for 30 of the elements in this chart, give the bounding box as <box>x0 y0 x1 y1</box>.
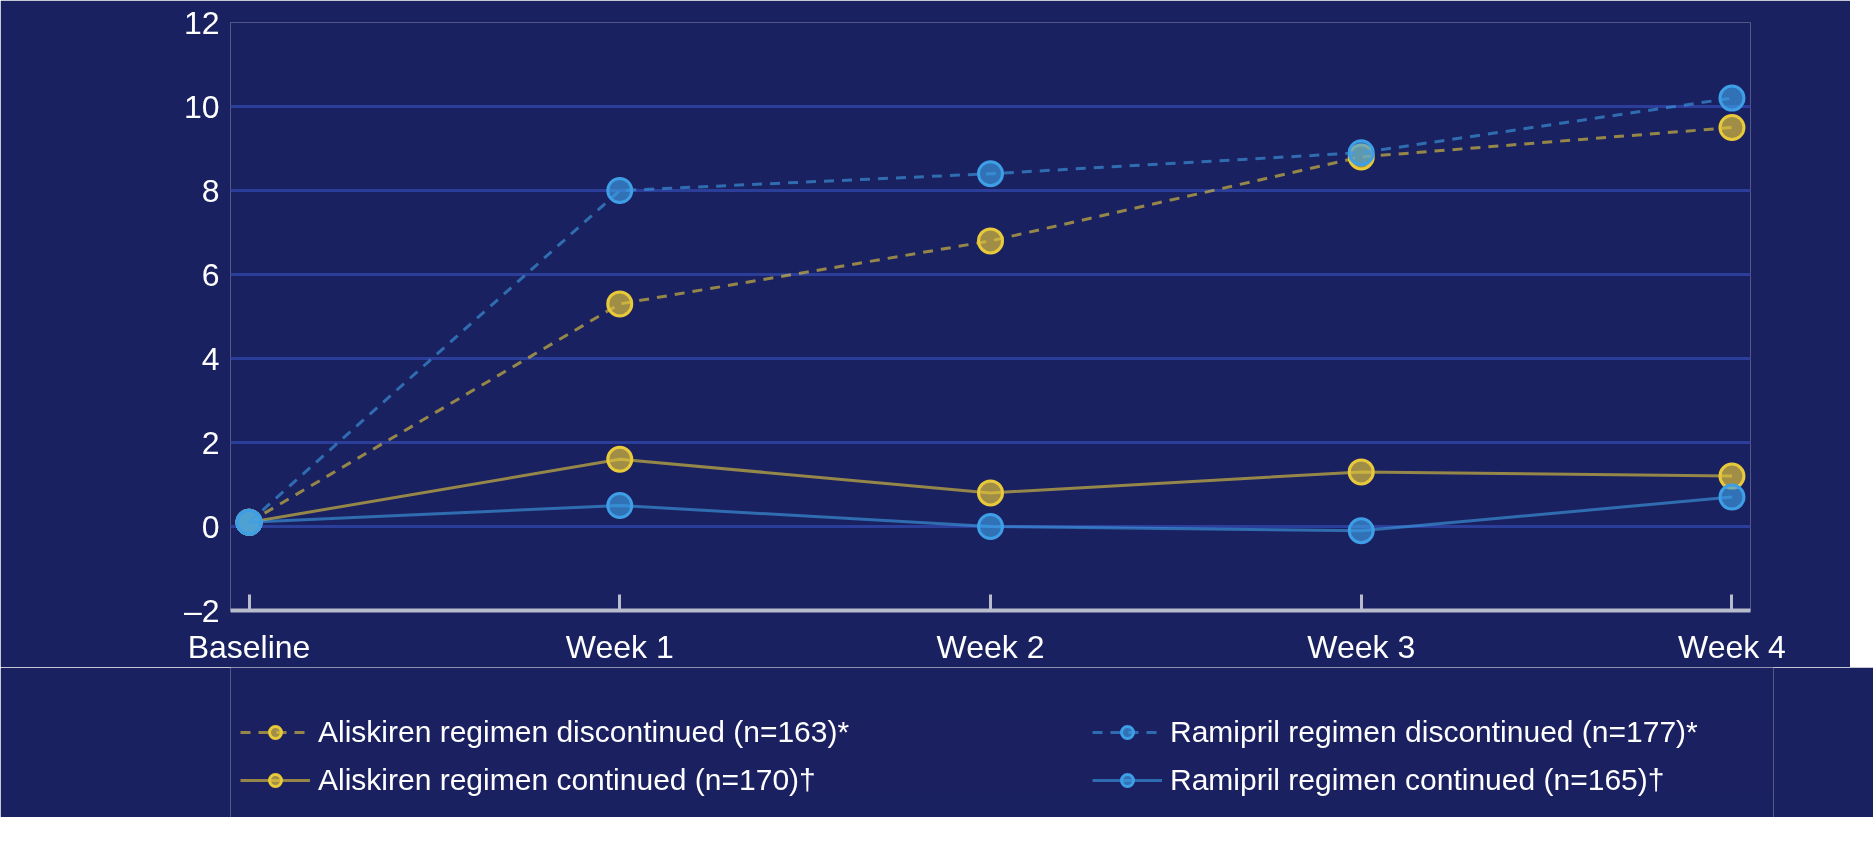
point <box>977 513 1004 540</box>
point <box>977 227 1004 255</box>
y-tick-label: 8 <box>201 172 220 209</box>
x-tick-label: Week 3 <box>1307 628 1416 665</box>
legend-label: Aliskiren regimen discontinued (n=163)* <box>318 715 851 749</box>
y-tick-label: 10 <box>183 88 220 125</box>
x-tick-label: Week 1 <box>565 628 674 665</box>
y-tick-label: 6 <box>201 256 220 293</box>
point <box>977 160 1004 188</box>
x-tick-label: Week 4 <box>1678 628 1786 665</box>
point <box>1347 517 1375 545</box>
y-tick-label: 0 <box>201 508 220 545</box>
y-tick-label: 12 <box>183 4 220 41</box>
point <box>1718 114 1746 141</box>
point <box>1718 483 1746 511</box>
point <box>1718 84 1746 112</box>
point <box>606 290 634 318</box>
point <box>977 479 1004 507</box>
legend-label: Ramipril regimen continued (n=165)† <box>1170 763 1666 797</box>
y-tick-label: –2 <box>183 592 220 629</box>
point <box>606 177 634 204</box>
point <box>606 445 634 473</box>
y-tick-label: 2 <box>201 424 220 461</box>
x-tick-label: Baseline <box>187 628 311 665</box>
y-tick-label: 4 <box>201 340 220 377</box>
x-tick-label: Week 2 <box>936 628 1045 665</box>
legend-label: Aliskiren regimen continued (n=170)† <box>318 763 817 797</box>
point <box>606 492 634 519</box>
point <box>1347 458 1375 486</box>
legend-label: Ramipril regimen discontinued (n=177)* <box>1170 715 1699 749</box>
